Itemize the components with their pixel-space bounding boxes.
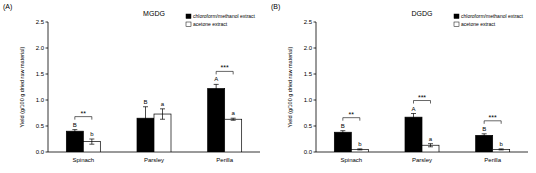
y-tick xyxy=(46,152,49,153)
legend-swatch xyxy=(454,14,459,19)
y-tick xyxy=(314,100,317,101)
y-tick xyxy=(46,74,49,75)
bar xyxy=(225,119,242,152)
legend-label: acetone extract xyxy=(193,21,228,27)
significance: ** xyxy=(349,111,355,118)
error-bar xyxy=(214,84,219,92)
group-letter: B xyxy=(73,122,77,128)
figure: (A) MGDG Yield (g/100 g dried raw material… xyxy=(0,0,536,173)
significance-bracket xyxy=(216,71,233,74)
error-bar xyxy=(72,130,77,133)
error-bar xyxy=(499,149,504,150)
error-bar xyxy=(428,144,433,147)
panel-label: (B) xyxy=(271,3,280,11)
group-letter: B xyxy=(143,99,147,105)
group-letter: B xyxy=(482,126,486,132)
y-tick xyxy=(46,126,49,127)
group-letter: a xyxy=(161,101,165,107)
group-letter: b xyxy=(90,131,94,137)
marks xyxy=(66,84,241,152)
panel-label: (A) xyxy=(3,3,12,11)
bar xyxy=(208,89,225,152)
x-tick-label: Parsley xyxy=(412,157,432,163)
bar xyxy=(351,149,368,152)
panel: (B) DGDG Yield (g/100 g dried raw material… xyxy=(271,3,528,163)
x-tick-label: Spinach xyxy=(72,157,94,163)
y-tick xyxy=(46,48,49,49)
error-bar xyxy=(482,134,487,137)
group-letter: a xyxy=(429,136,433,142)
y-tick-label: 0.5 xyxy=(36,123,45,129)
y-tick-label: 1.5 xyxy=(36,71,45,77)
significance: ** xyxy=(81,110,87,117)
bar xyxy=(476,135,493,152)
y-tick-label: 0.5 xyxy=(304,123,313,129)
error-bar xyxy=(89,139,94,144)
bar xyxy=(154,114,171,152)
x-tick-label: Parsley xyxy=(144,157,164,163)
group-letter: b xyxy=(358,141,362,147)
significance: *** xyxy=(418,94,426,101)
significance-bracket xyxy=(414,101,431,104)
legend-label: chloroform/methanol extract xyxy=(461,13,524,19)
significance: *** xyxy=(221,64,229,71)
y-tick xyxy=(46,22,49,23)
legend-swatch xyxy=(186,14,191,19)
legend-swatch xyxy=(454,22,459,27)
y-tick-label: 2.0 xyxy=(36,45,45,51)
legend-label: chloroform/methanol extract xyxy=(193,13,256,19)
marks xyxy=(334,114,509,152)
y-tick-label: 1.0 xyxy=(36,97,45,103)
significance-bracket xyxy=(484,121,501,124)
error-bar xyxy=(411,114,416,121)
y-tick xyxy=(314,126,317,127)
bar xyxy=(334,132,351,152)
significance-bracket xyxy=(75,117,92,120)
group-letter: A xyxy=(411,106,415,112)
y-tick xyxy=(314,74,317,75)
legend-swatch xyxy=(186,22,191,27)
significance-bracket xyxy=(343,118,360,121)
group-letter: A xyxy=(214,76,218,82)
x-tick-label: Perilla xyxy=(484,157,501,163)
significance: *** xyxy=(489,114,497,121)
y-tick-label: 2.5 xyxy=(304,19,313,25)
y-tick xyxy=(46,100,49,101)
error-bar xyxy=(357,149,362,150)
error-bar xyxy=(340,131,345,134)
y-tick xyxy=(314,48,317,49)
error-bar xyxy=(143,107,148,130)
bar xyxy=(405,117,422,152)
panel: (A) MGDG Yield (g/100 g dried raw material… xyxy=(3,3,260,163)
error-bar xyxy=(160,109,165,119)
y-tick-label: 2.5 xyxy=(36,19,45,25)
y-axis-label: Yield (g/100 g dried raw material) xyxy=(19,46,25,127)
y-tick-label: 0.0 xyxy=(304,149,313,155)
x-tick-label: Perilla xyxy=(216,157,233,163)
error-bar xyxy=(231,118,236,120)
legend-label: acetone extract xyxy=(461,21,496,27)
y-axis-label: Yield (g/100 g dried raw material) xyxy=(287,46,293,127)
group-letter: b xyxy=(499,141,503,147)
group-letter: B xyxy=(341,123,345,129)
bar xyxy=(66,131,83,152)
y-tick-label: 0.0 xyxy=(36,149,45,155)
title: MGDG xyxy=(143,10,165,17)
x-tick-label: Spinach xyxy=(340,157,362,163)
y-axis xyxy=(316,22,317,152)
y-tick xyxy=(314,152,317,153)
title: DGDG xyxy=(412,10,433,17)
y-tick-label: 1.5 xyxy=(304,71,313,77)
y-axis xyxy=(48,22,49,152)
y-tick-label: 2.0 xyxy=(304,45,313,51)
y-tick-label: 1.0 xyxy=(304,97,313,103)
y-tick xyxy=(314,22,317,23)
group-letter: a xyxy=(231,110,235,116)
bar xyxy=(493,149,510,152)
